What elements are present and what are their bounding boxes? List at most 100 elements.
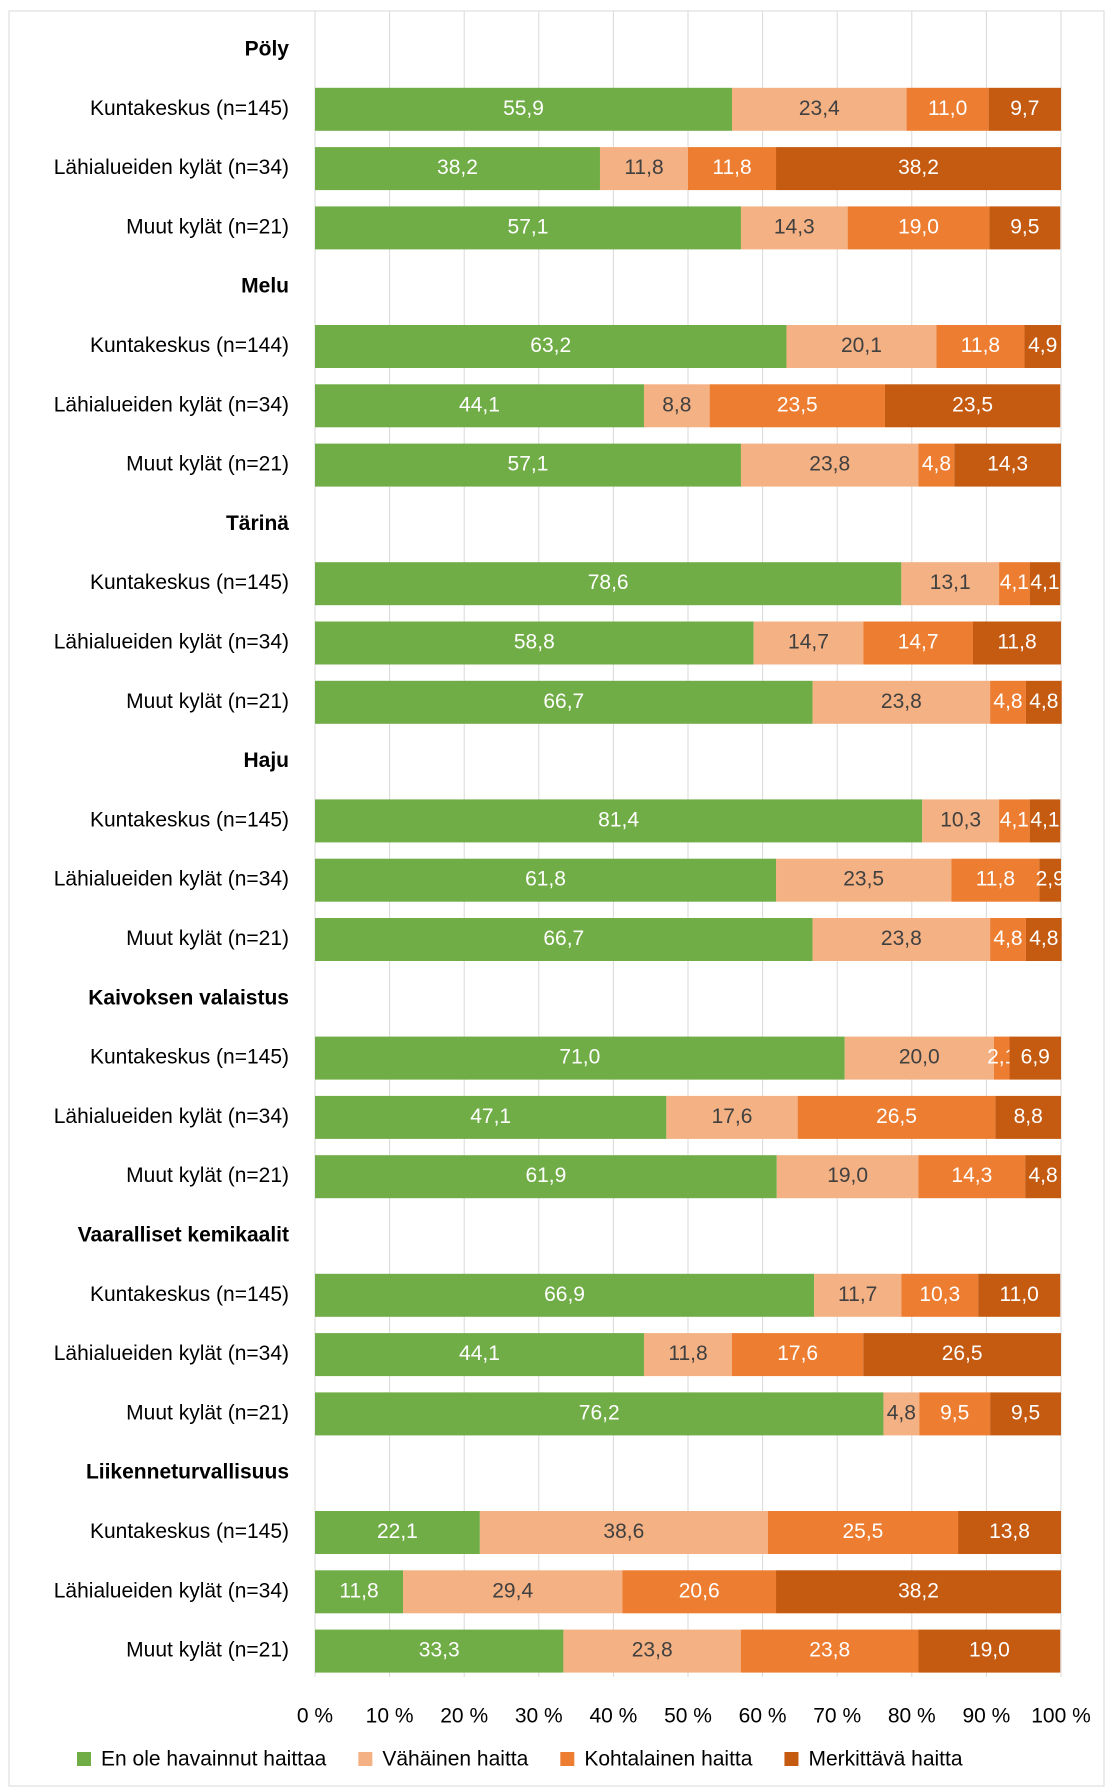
value-label: 19,0 bbox=[898, 215, 939, 238]
value-label: 29,4 bbox=[492, 1579, 533, 1602]
value-label: 8,8 bbox=[662, 393, 691, 416]
bar-segment bbox=[1039, 858, 1061, 902]
bar-segment bbox=[918, 443, 955, 487]
bar-segment bbox=[776, 858, 952, 902]
bar-segment bbox=[1025, 680, 1062, 724]
value-label: 26,5 bbox=[876, 1105, 917, 1128]
x-tick-label: 90 % bbox=[962, 1705, 1010, 1728]
bar-segment bbox=[883, 1392, 920, 1436]
bar-segment bbox=[315, 1629, 564, 1673]
bar-segment bbox=[315, 384, 644, 428]
bar-segment bbox=[315, 918, 813, 961]
value-label: 4,8 bbox=[887, 1401, 916, 1424]
category-label: Lähialueiden kylät (n=34) bbox=[54, 156, 289, 179]
bar-segment bbox=[315, 206, 741, 250]
bar-segment bbox=[315, 799, 923, 843]
value-label: 11,8 bbox=[624, 156, 663, 179]
value-label: 11,8 bbox=[668, 1342, 707, 1365]
value-label: 14,3 bbox=[951, 1164, 992, 1187]
bar-segment bbox=[863, 621, 973, 665]
group-label: Tärinä bbox=[226, 512, 289, 535]
value-label: 61,8 bbox=[525, 868, 566, 891]
value-label: 33,3 bbox=[419, 1639, 460, 1662]
bar-segment bbox=[315, 1155, 777, 1199]
category-label: Lähialueiden kylät (n=34) bbox=[54, 393, 289, 416]
bar-segment bbox=[863, 1333, 1061, 1377]
value-label: 63,2 bbox=[530, 334, 571, 357]
bar-segment bbox=[999, 799, 1030, 843]
category-label: Lähialueiden kylät (n=34) bbox=[54, 1342, 289, 1365]
bar-segment bbox=[786, 325, 937, 368]
bar-segment bbox=[1009, 1036, 1061, 1080]
value-label: 20,1 bbox=[841, 334, 882, 357]
value-label: 4,8 bbox=[1029, 927, 1058, 950]
group-label: Liikenneturvallisuus bbox=[86, 1461, 289, 1484]
bar-segment bbox=[776, 1155, 919, 1199]
bar-segment bbox=[812, 918, 991, 961]
value-label: 57,1 bbox=[508, 453, 549, 476]
legend-swatch bbox=[784, 1752, 799, 1766]
value-label: 23,5 bbox=[777, 393, 818, 416]
value-label: 11,8 bbox=[976, 868, 1015, 891]
x-tick-label: 100 % bbox=[1031, 1705, 1091, 1728]
bar-segment bbox=[479, 1511, 768, 1554]
value-label: 4,1 bbox=[1030, 808, 1059, 831]
bar-segment bbox=[812, 680, 991, 724]
group-label: Haju bbox=[243, 749, 289, 772]
value-label: 13,1 bbox=[930, 571, 971, 594]
bar-segment bbox=[563, 1629, 741, 1673]
value-label: 14,3 bbox=[774, 215, 815, 238]
bar-segment bbox=[990, 1392, 1061, 1436]
category-label: Muut kylät (n=21) bbox=[126, 1401, 289, 1424]
bar-segment bbox=[740, 206, 848, 250]
value-label: 20,0 bbox=[899, 1046, 940, 1069]
bar-segment bbox=[922, 799, 1000, 843]
bar-segment bbox=[315, 87, 733, 131]
bar-segment bbox=[315, 562, 902, 606]
bar-segment bbox=[599, 147, 688, 191]
value-label: 11,8 bbox=[997, 631, 1036, 654]
bar-segment bbox=[315, 858, 777, 902]
category-label: Muut kylät (n=21) bbox=[126, 453, 289, 476]
bar-segment bbox=[989, 206, 1061, 250]
value-label: 2,1 bbox=[987, 1046, 1016, 1069]
bar-segment bbox=[643, 1333, 733, 1377]
value-label: 10,3 bbox=[919, 1283, 960, 1306]
value-label: 11,0 bbox=[1000, 1283, 1039, 1306]
value-label: 17,6 bbox=[777, 1342, 818, 1365]
bar-segment bbox=[666, 1095, 798, 1139]
category-label: Lähialueiden kylät (n=34) bbox=[54, 868, 289, 891]
bar-segment bbox=[315, 325, 787, 368]
bar-segment bbox=[999, 562, 1030, 606]
bar-segment bbox=[315, 1036, 845, 1080]
bar-segment bbox=[732, 1333, 864, 1377]
value-label: 14,7 bbox=[788, 631, 829, 654]
category-label: Muut kylät (n=21) bbox=[126, 215, 289, 238]
category-label: Kuntakeskus (n=145) bbox=[90, 808, 289, 831]
bar-segment bbox=[919, 1392, 991, 1436]
value-label: 11,8 bbox=[339, 1579, 378, 1602]
bar-segment bbox=[906, 87, 989, 131]
legend-label: Kohtalainen haitta bbox=[584, 1748, 752, 1771]
value-label: 4,8 bbox=[1029, 690, 1058, 713]
value-label: 8,8 bbox=[1014, 1105, 1043, 1128]
bar-segment bbox=[315, 1392, 884, 1436]
value-label: 11,7 bbox=[838, 1283, 877, 1306]
value-label: 57,1 bbox=[508, 215, 549, 238]
value-label: 11,8 bbox=[712, 156, 751, 179]
bar-segment bbox=[844, 1036, 994, 1080]
bar-segment bbox=[814, 1273, 902, 1317]
x-tick-label: 40 % bbox=[589, 1705, 637, 1728]
bar-segment bbox=[315, 680, 813, 724]
value-label: 23,8 bbox=[632, 1639, 673, 1662]
bar-segment bbox=[797, 1095, 996, 1139]
bar-segment bbox=[315, 621, 754, 665]
bar-segment bbox=[740, 1629, 919, 1673]
bar-segment bbox=[622, 1570, 777, 1614]
bar-segment bbox=[847, 206, 990, 250]
bar-segment bbox=[993, 1036, 1010, 1080]
bar-segment bbox=[990, 918, 1026, 961]
bar-segment bbox=[1029, 799, 1061, 843]
value-label: 23,5 bbox=[843, 868, 884, 891]
value-label: 26,5 bbox=[942, 1342, 983, 1365]
